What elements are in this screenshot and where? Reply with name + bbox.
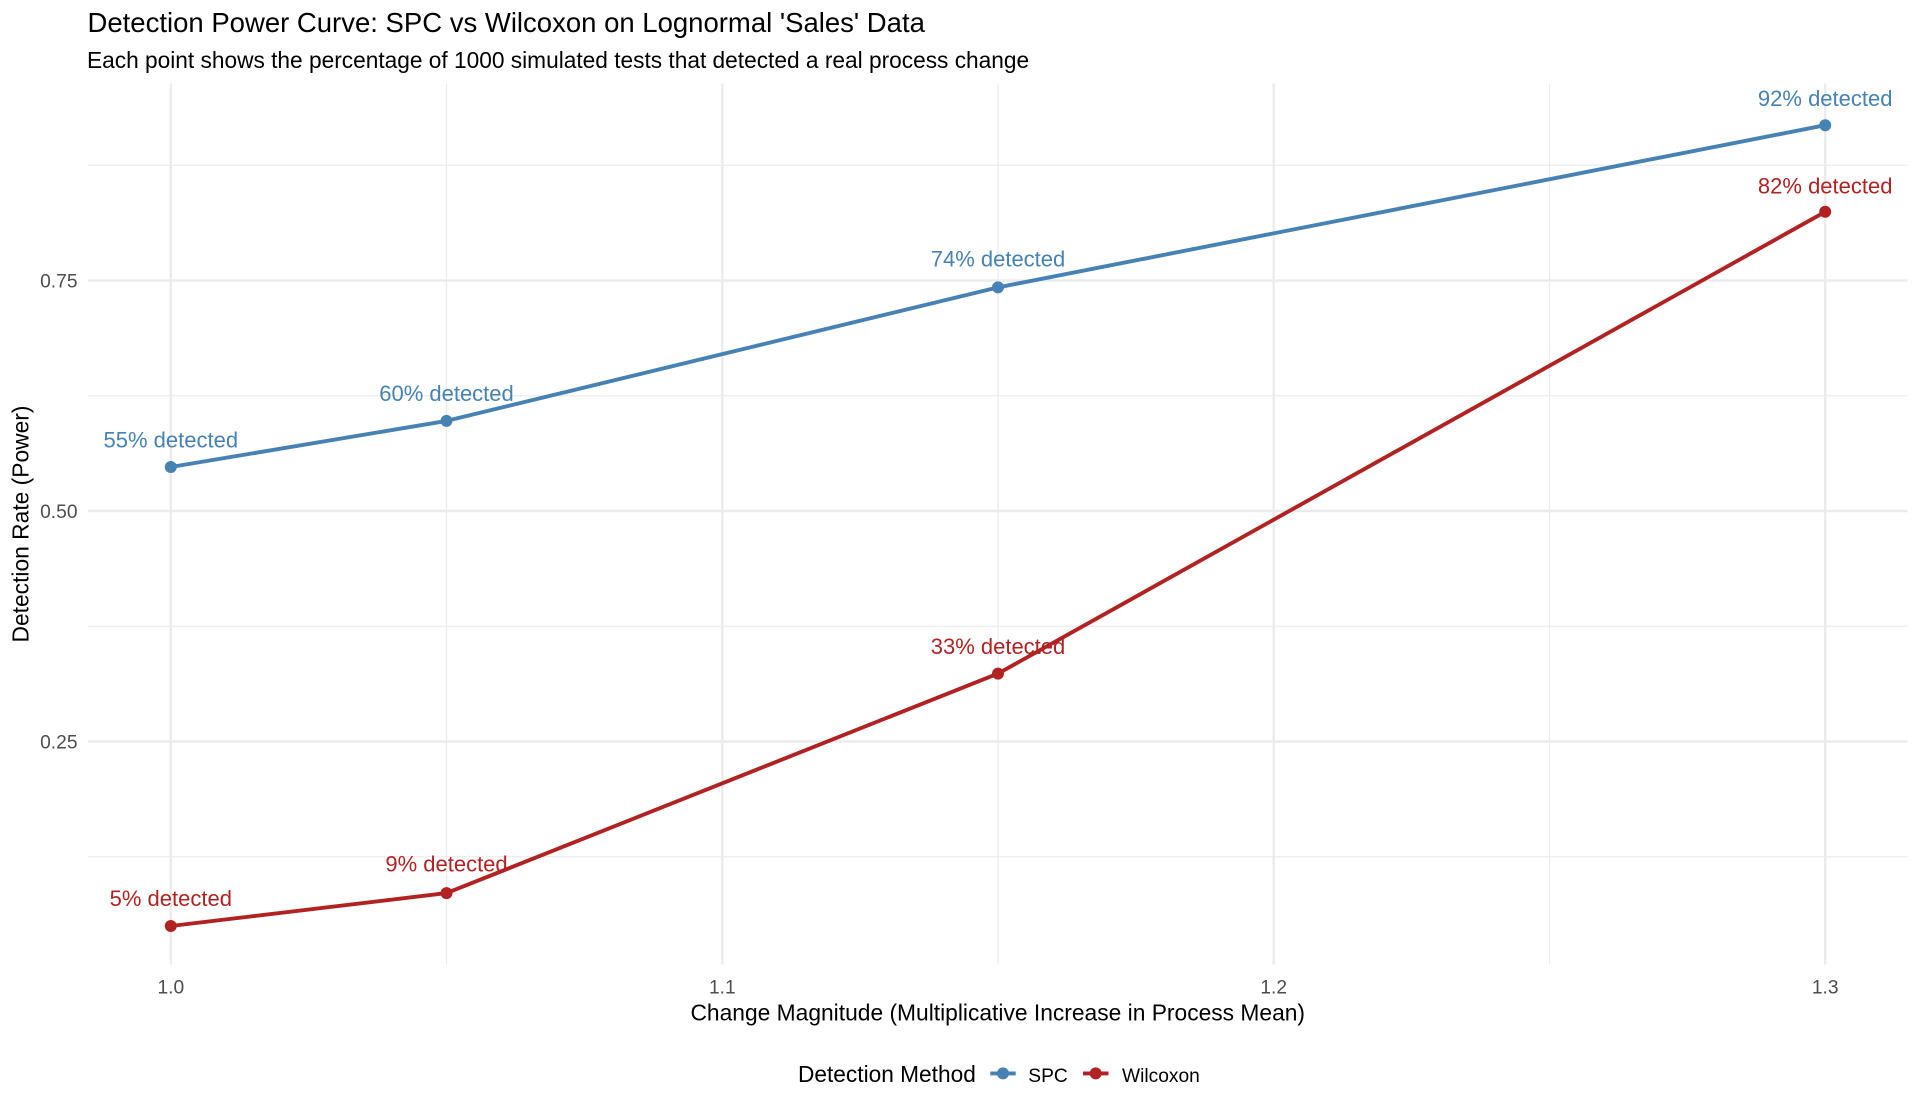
svg-text:Detection Method: Detection Method xyxy=(798,1061,976,1087)
svg-text:0.25: 0.25 xyxy=(40,733,77,754)
svg-text:55% detected: 55% detected xyxy=(104,428,239,453)
svg-text:1.1: 1.1 xyxy=(709,978,736,999)
svg-text:60% detected: 60% detected xyxy=(379,381,514,406)
svg-text:92% detected: 92% detected xyxy=(1758,86,1893,111)
svg-text:5% detected: 5% detected xyxy=(110,886,232,911)
svg-text:1.2: 1.2 xyxy=(1260,978,1287,999)
svg-text:SPC: SPC xyxy=(1028,1066,1068,1087)
svg-text:82% detected: 82% detected xyxy=(1758,174,1893,199)
svg-text:9% detected: 9% detected xyxy=(385,852,507,877)
svg-text:74% detected: 74% detected xyxy=(931,247,1066,272)
svg-text:33% detected: 33% detected xyxy=(931,634,1066,659)
svg-text:Detection Power Curve: SPC vs: Detection Power Curve: SPC vs Wilcoxon o… xyxy=(88,7,926,38)
svg-text:Each point shows the percentag: Each point shows the percentage of 1000 … xyxy=(87,47,1029,73)
svg-text:0.75: 0.75 xyxy=(40,272,77,293)
svg-text:0.50: 0.50 xyxy=(40,502,77,523)
svg-text:Wilcoxon: Wilcoxon xyxy=(1122,1066,1200,1087)
svg-text:1.0: 1.0 xyxy=(157,978,184,999)
svg-text:1.3: 1.3 xyxy=(1812,978,1839,999)
svg-text:Detection Rate (Power): Detection Rate (Power) xyxy=(8,406,34,643)
svg-text:Change Magnitude (Multiplicati: Change Magnitude (Multiplicative Increas… xyxy=(690,1000,1305,1026)
